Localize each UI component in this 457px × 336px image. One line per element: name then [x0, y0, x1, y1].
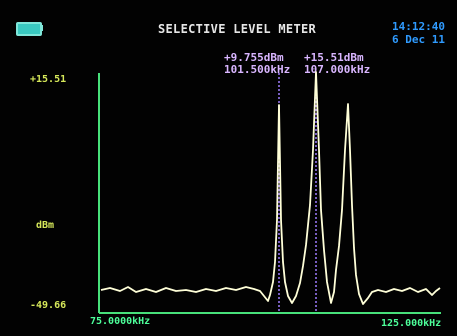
marker-1-frequency: 101.500kHz — [224, 63, 291, 76]
marker-1-level: +9.755dBm — [224, 51, 284, 64]
marker-2-frequency: 107.000kHz — [304, 63, 371, 76]
clock-date: 6 Dec 11 — [392, 33, 445, 46]
screen-title: SELECTIVE LEVEL METER — [158, 22, 317, 36]
y-axis-bottom-label: -49.66 — [30, 300, 67, 311]
battery-tip — [40, 25, 43, 31]
clock-time: 14:12:40 — [392, 20, 445, 33]
x-axis-end-label: 125.000kHz — [381, 318, 442, 329]
spectrum-trace — [100, 71, 441, 305]
y-axis-top-label: +15.51 — [30, 74, 67, 85]
y-axis-unit-label: dBm — [36, 220, 55, 231]
marker-2-level: +15.51dBm — [304, 51, 364, 64]
x-axis-start-label: 75.0000kHz — [90, 316, 151, 327]
